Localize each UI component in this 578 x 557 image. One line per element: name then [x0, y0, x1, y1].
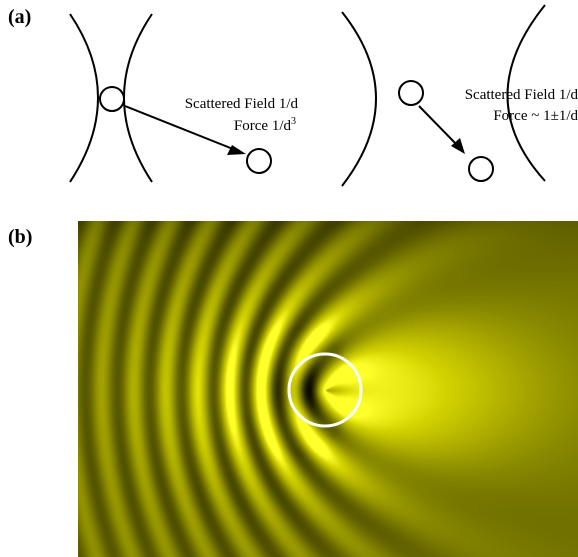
arrowhead-right	[451, 138, 465, 154]
right-caption-line2: Force ~ 1±1/d	[493, 108, 578, 124]
panel-a-diagram: Scattered Field 1/d Force 1/d3 Scattered…	[69, 4, 578, 187]
panel-b-label: (b)	[8, 226, 33, 248]
left-beam-right-boundary	[123, 13, 153, 183]
left-caption-superscript: 3	[291, 116, 296, 127]
right-caption-line1: Scattered Field 1/d	[465, 87, 578, 103]
arrowhead-left	[227, 145, 246, 155]
trapped-particle	[99, 86, 125, 112]
left-caption-line2: Force 1/d3	[234, 116, 296, 134]
interaction-arrow-right	[418, 105, 459, 147]
right-beam-right-boundary	[506, 4, 546, 182]
trapped-particle-right	[398, 80, 424, 106]
scattering-particle-right	[468, 156, 494, 182]
left-caption-line1: Scattered Field 1/d	[185, 96, 299, 112]
interaction-arrow	[124, 105, 239, 152]
scattered-field-intensity-map	[78, 221, 578, 557]
scattering-particle	[246, 148, 272, 174]
panel-a-label: (a)	[8, 6, 32, 28]
left-beam-left-boundary	[69, 13, 99, 183]
right-beam-left-boundary	[341, 11, 377, 187]
